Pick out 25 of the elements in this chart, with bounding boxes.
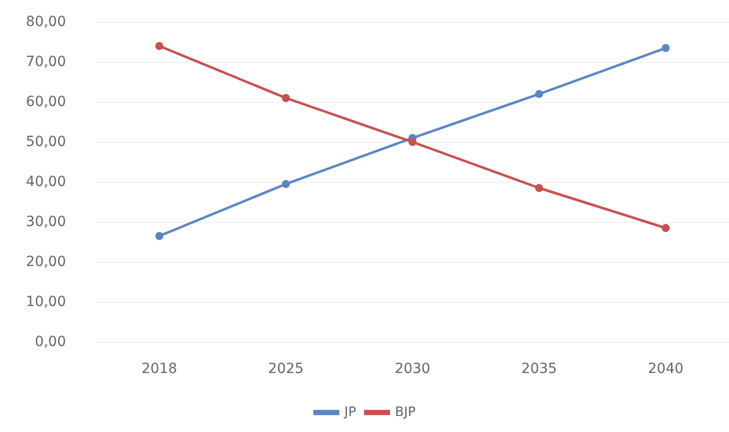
x-tick-label: 2030 [394,361,430,377]
y-tick-label: 0,00 [34,334,66,350]
point [535,184,544,192]
y-tick-label: 10,00 [26,294,66,310]
y-tick-label: 60,00 [26,94,66,110]
x-tick-label: 2025 [268,361,304,377]
y-tick-label: 50,00 [26,134,66,150]
x-tick-label: 2040 [648,361,684,377]
point [282,180,290,188]
legend-label: BJP [395,405,416,420]
point [535,90,544,98]
y-tick-label: 80,00 [26,14,66,30]
point [408,138,416,146]
y-tick-label: 20,00 [26,254,66,270]
point [155,42,164,50]
x-tick-label: 2018 [141,361,178,377]
point [155,232,164,240]
legend-label: JP [343,405,356,420]
y-tick-label: 40,00 [26,174,66,190]
point [662,224,670,232]
point [662,44,670,52]
point [282,94,290,102]
y-tick-label: 70,00 [26,54,66,70]
x-tick-label: 2035 [521,361,557,377]
y-tick-label: 30,00 [26,214,66,230]
